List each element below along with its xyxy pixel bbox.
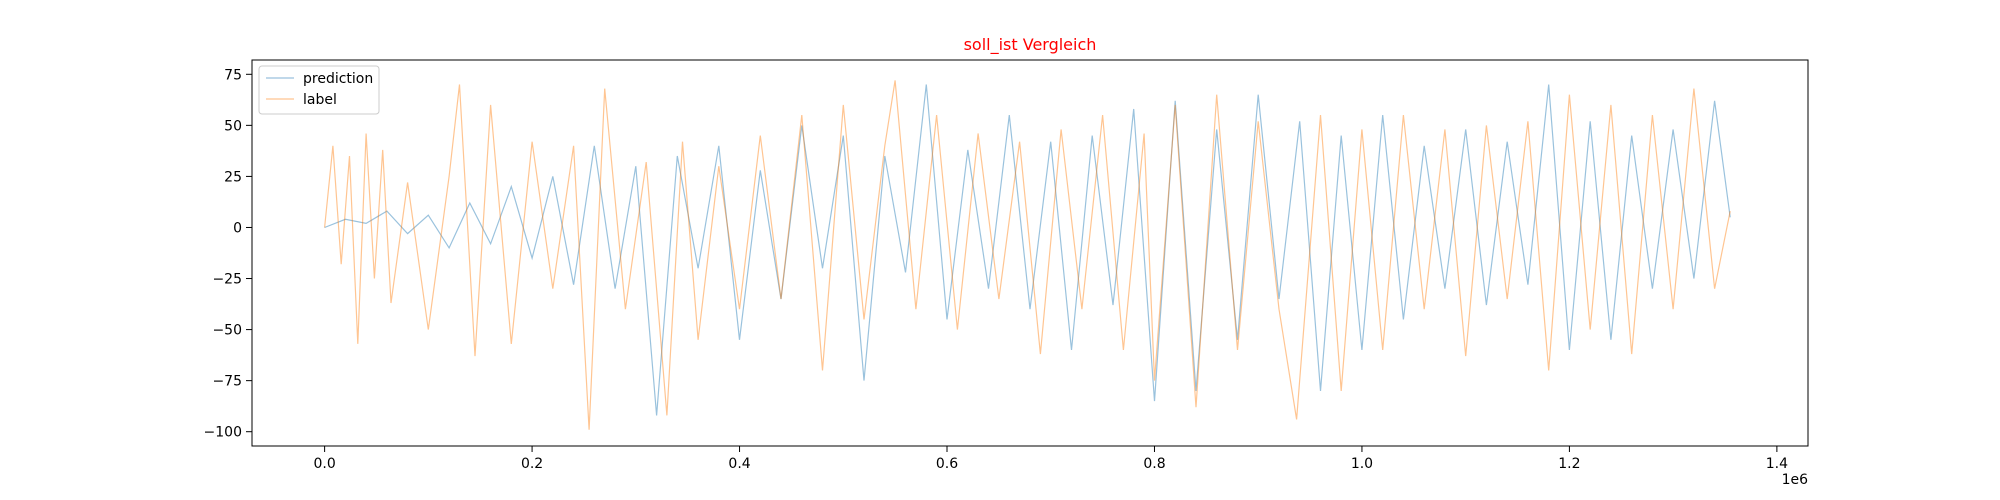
- legend-label-label: label: [303, 92, 337, 108]
- x-tick-label: 1.0: [1351, 456, 1373, 472]
- x-tick-label: 0.8: [1143, 456, 1165, 472]
- x-offset-text: 1e6: [1782, 472, 1809, 488]
- series-line-label: [324, 80, 1731, 430]
- y-tick-label: −75: [212, 374, 242, 390]
- x-tick-label: 0.0: [313, 456, 335, 472]
- y-tick-label: 0: [233, 220, 242, 236]
- series-layer: [324, 80, 1731, 430]
- y-tick-label: −100: [204, 425, 242, 441]
- chart-title: soll_ist Vergleich: [964, 35, 1097, 55]
- legend-box: [258, 65, 380, 115]
- legend-label-prediction: prediction: [303, 71, 373, 87]
- x-tick-label: 0.4: [728, 456, 750, 472]
- x-tick-label: 1.2: [1558, 456, 1580, 472]
- legend: prediction label: [258, 65, 380, 115]
- y-tick-label: −50: [212, 323, 242, 339]
- y-axis: 75 50 25 0 −25 −50 −75 −100: [204, 67, 252, 441]
- x-tick-label: 0.6: [936, 456, 958, 472]
- y-tick-label: 50: [224, 118, 242, 134]
- x-tick-label: 1.4: [1766, 456, 1788, 472]
- y-tick-label: 25: [224, 169, 242, 185]
- y-tick-label: −25: [212, 272, 242, 288]
- y-tick-label: 75: [224, 67, 242, 83]
- x-axis: 0.0 0.2 0.4 0.6 0.8 1.0 1.2 1.4: [313, 446, 1788, 472]
- x-tick-label: 0.2: [521, 456, 543, 472]
- series-line-prediction: [324, 84, 1731, 416]
- plot-frame: [251, 59, 1809, 447]
